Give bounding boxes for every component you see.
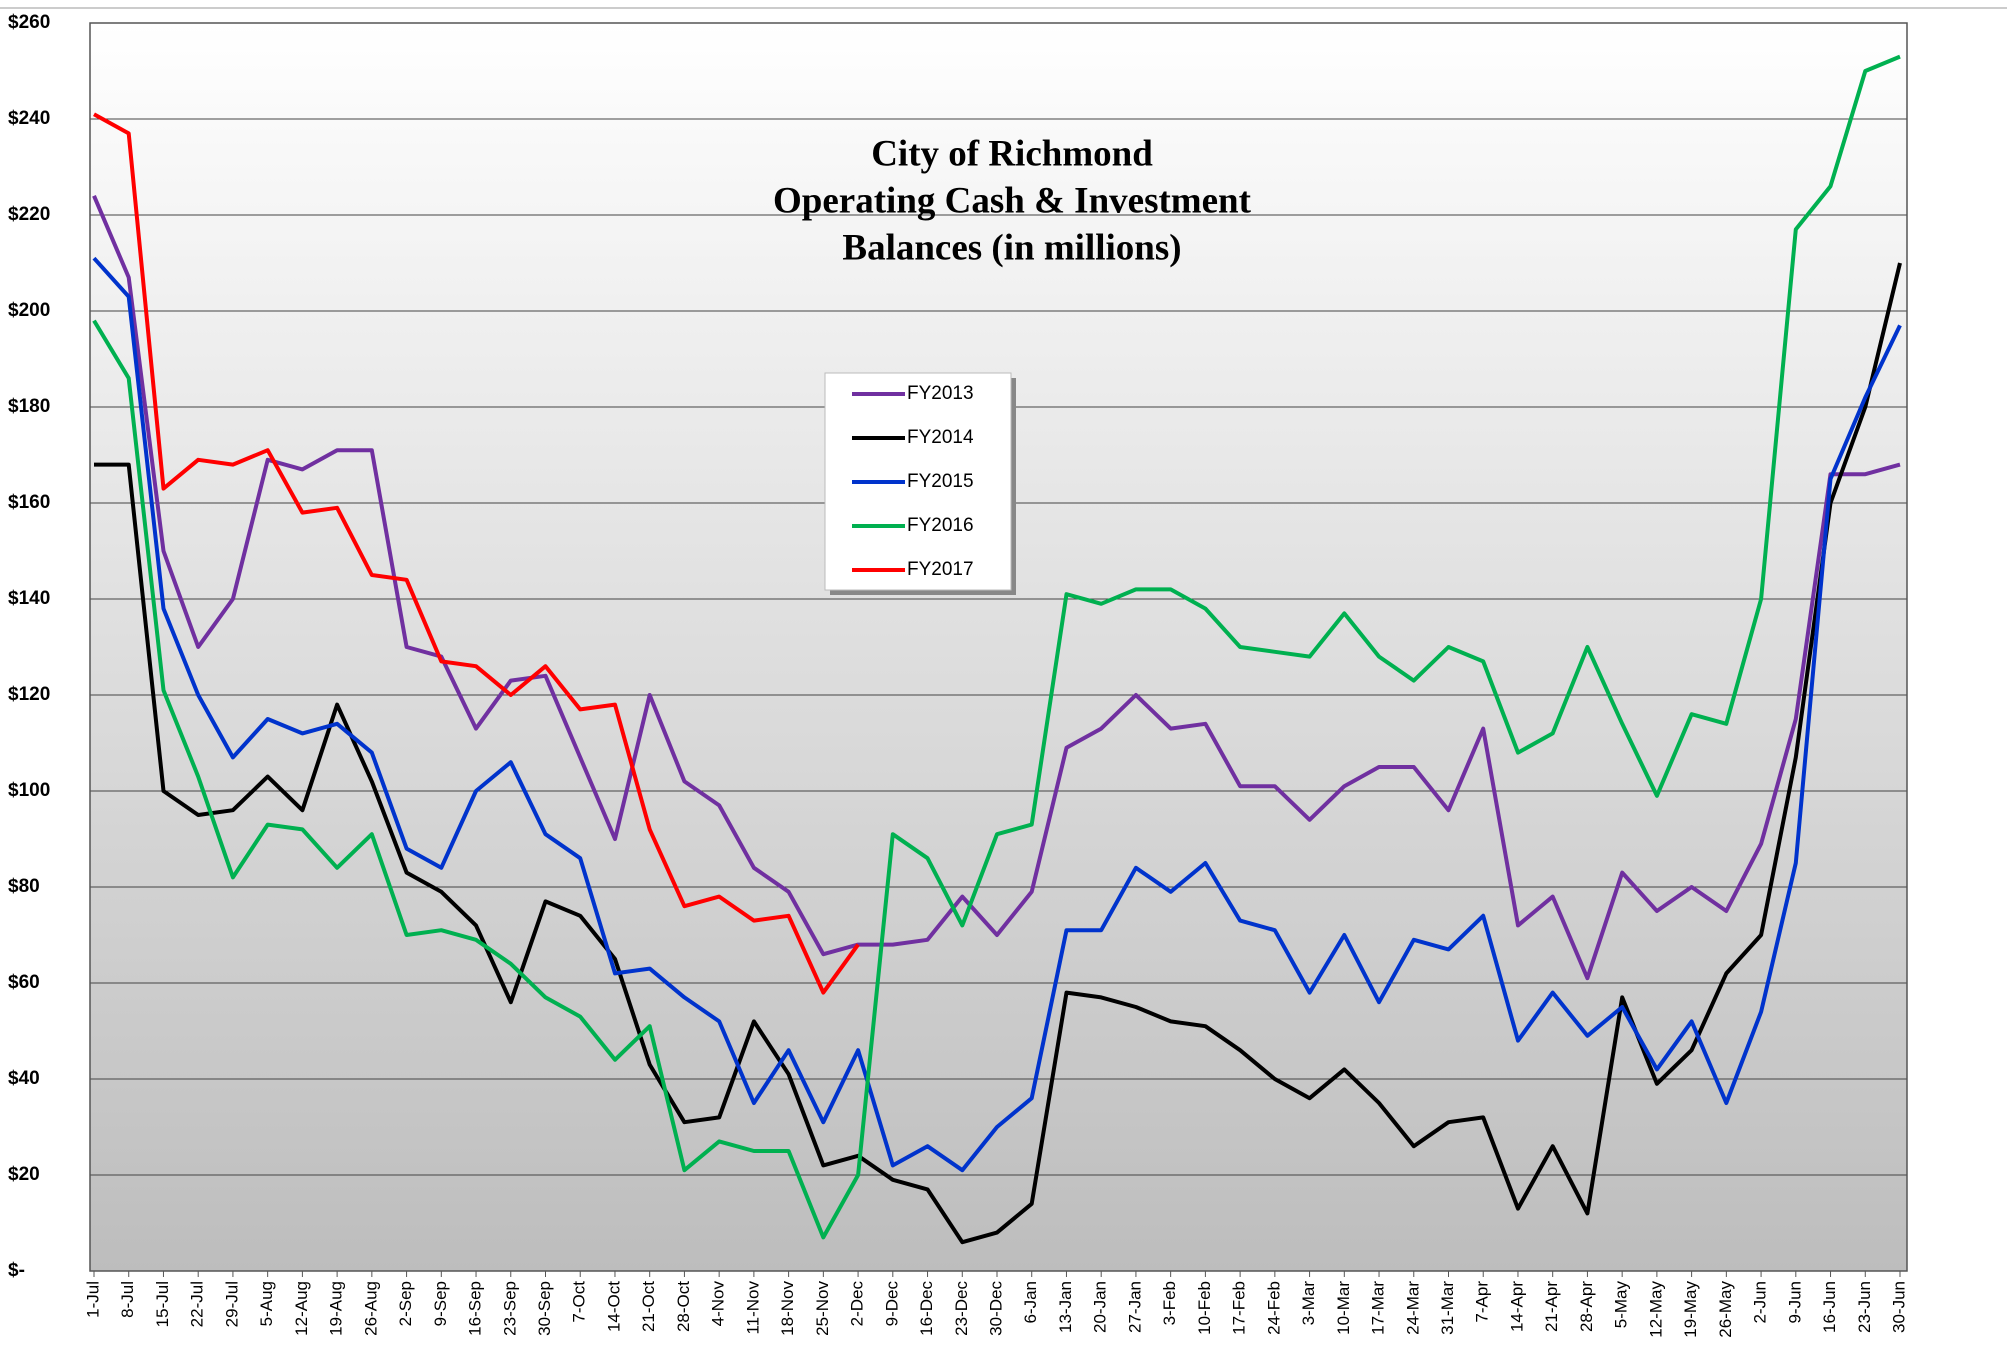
legend-label: FY2013 [907,383,974,404]
x-tick-label: 30-Dec [986,1281,1005,1336]
x-tick-label: 10-Mar [1334,1281,1353,1335]
x-tick-label: 14-Oct [604,1281,623,1332]
x-tick-label: 7-Oct [570,1281,589,1323]
x-tick-label: 3-Feb [1160,1281,1179,1325]
legend-label: FY2016 [907,515,974,536]
series-line [93,112,860,995]
x-tick-label: 10-Feb [1195,1281,1214,1335]
x-tick-label: 27-Jan [1125,1281,1144,1333]
x-tick-label: 5-May [1612,1281,1631,1329]
x-tick-label: 6-Jan [1021,1281,1040,1324]
x-tick-label: 15-Jul [153,1281,172,1327]
y-tick-label: $220 [8,204,50,225]
x-tick-label: 4-Nov [709,1281,728,1327]
x-tick-label: 23-Jun [1855,1281,1874,1333]
legend-label: FY2017 [907,559,974,580]
lines [92,54,1902,1245]
plot-area [90,23,1907,1271]
legend-label: FY2015 [907,471,974,492]
y-tick-label: $100 [8,780,50,801]
x-tick-label: 29-Jul [222,1281,241,1327]
x-tick-label: 16-Jun [1820,1281,1839,1333]
y-tick-label: $260 [8,12,50,33]
x-tick-label: 5-Aug [257,1281,276,1326]
x-tick-label: 14-Apr [1507,1281,1526,1332]
legend: FY2013 FY2014 FY2015 FY2016 FY2017 [824,372,1016,595]
x-tick-label: 19-Aug [327,1281,346,1336]
x-tick-label: 20-Jan [1091,1281,1110,1333]
y-tick-label: $180 [8,396,50,417]
x-tick-label: 19-May [1681,1281,1700,1338]
x-tick-label: 17-Feb [1230,1281,1249,1335]
chart-title: Balances (in millions) [842,227,1181,268]
x-tick-label: 30-Jun [1889,1281,1908,1333]
x-tick-label: 16-Sep [466,1281,485,1336]
x-tick-label: 3-Mar [1299,1281,1318,1326]
x-tick-label: 28-Oct [674,1281,693,1332]
x-tick-label: 26-Aug [361,1281,380,1336]
y-tick-label: $40 [8,1068,40,1089]
x-tick-label: 24-Mar [1403,1281,1422,1335]
x-tick-label: 26-May [1716,1281,1735,1338]
x-tick-label: 11-Nov [743,1281,762,1335]
x-tick-label: 2-Dec [848,1281,867,1327]
x-tick-label: 13-Jan [1056,1281,1075,1333]
x-tick-label: 24-Feb [1264,1281,1283,1335]
x-tick-label: 7-Apr [1473,1281,1492,1323]
chart-title: Operating Cash & Investment [773,180,1252,221]
x-tick-label: 8-Jul [118,1281,137,1318]
series-line [92,54,1901,1240]
x-tick-label: 22-Jul [188,1281,207,1327]
x-tick-label: 25-Nov [813,1281,832,1336]
y-tick-label: $20 [8,1164,40,1185]
x-tick-label: 9-Sep [431,1281,450,1326]
x-tick-label: 12-May [1646,1281,1665,1338]
x-tick-label: 9-Dec [882,1281,901,1327]
x-tick-label: 21-Apr [1542,1281,1561,1332]
chart-title: City of Richmond [871,133,1153,174]
x-tick-label: 21-Oct [639,1281,658,1332]
y-tick-label: $120 [8,684,50,705]
x-tick-label: 31-Mar [1438,1281,1457,1335]
x-tick-label: 2-Jun [1751,1281,1770,1324]
x-tick-label: 9-Jun [1785,1281,1804,1324]
title: City of Richmond Operating Cash & Investm… [773,133,1252,268]
y-tick-label: $60 [8,972,40,993]
y-tick-label: $200 [8,300,50,321]
x-tick-label: 16-Dec [917,1281,936,1336]
series-line [92,256,1902,1173]
x-tick-label: 12-Aug [292,1281,311,1336]
y-tick-label: $- [8,1260,25,1281]
x-tick-label: 17-Mar [1369,1281,1388,1335]
x-tick-label: 2-Sep [396,1281,415,1326]
legend-label: FY2014 [907,427,974,448]
x-tick-label: 1-Jul [83,1281,102,1318]
axes: $- $20 $40 $60 $80 $100 $120 $140 $160 $180 $200 $2… [8,12,1908,1338]
y-tick-label: $240 [8,108,50,129]
plot-border [89,22,1908,1272]
x-tick-label: 18-Nov [778,1281,797,1336]
x-tick-label: 28-Apr [1577,1281,1596,1332]
x-tick-label: 23-Dec [952,1281,971,1336]
series-line [92,195,1901,981]
x-tick-label: 23-Sep [500,1281,519,1336]
y-tick-label: $140 [8,588,50,609]
x-tick-label: 30-Sep [535,1281,554,1336]
series-line [94,262,1902,1245]
y-tick-label: $80 [8,876,40,897]
y-tick-label: $160 [8,492,50,513]
